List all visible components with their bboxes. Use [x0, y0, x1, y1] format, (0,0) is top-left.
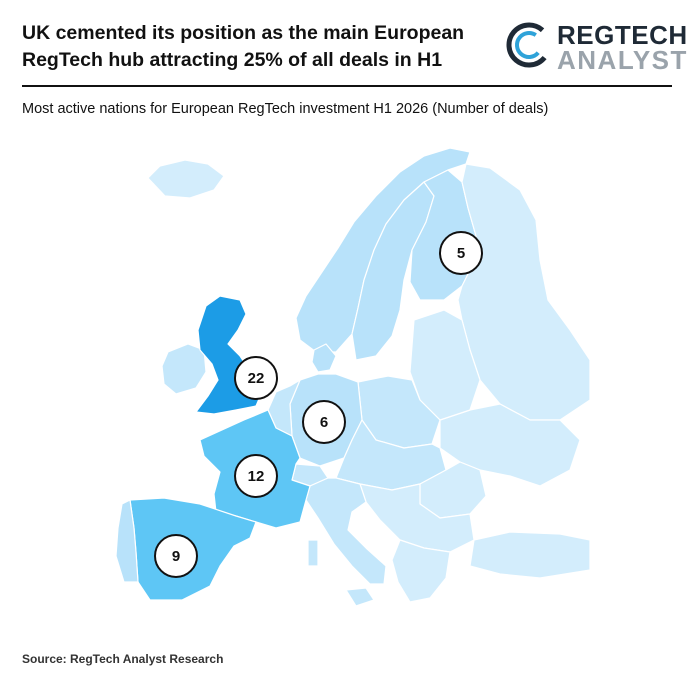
deals-label-spain: 9 [172, 548, 180, 565]
bubble-united-kingdom: 22 [234, 356, 278, 400]
headline: UK cemented its position as the main Eur… [22, 20, 502, 74]
headline-line-1: UK cemented its position as the main Eur… [22, 22, 465, 44]
headline-line-2: RegTech hub attracting 25% of all deals … [22, 49, 443, 71]
regtech-analyst-logo: REGTECH ANALYST [505, 18, 687, 75]
country-portugal [115, 499, 139, 583]
country-turkey [469, 531, 591, 579]
country-italy [305, 477, 387, 585]
header-divider [22, 85, 672, 87]
bubble-spain: 9 [154, 534, 198, 578]
deals-label-france: 12 [248, 468, 265, 485]
source-note: Source: RegTech Analyst Research [22, 652, 224, 666]
country-denmark [311, 343, 337, 373]
country-greece [391, 539, 451, 603]
country-baltics-belarus [409, 309, 481, 421]
map-subtitle: Most active nations for European RegTech… [22, 101, 549, 117]
bubble-germany: 6 [302, 400, 346, 444]
logo-word-regtech: REGTECH [557, 20, 688, 50]
logo-word-analyst: ANALYST [557, 45, 688, 75]
country-sardinia [307, 539, 319, 567]
bubble-finland: 5 [439, 231, 483, 275]
country-ireland [161, 343, 207, 395]
europe-map: 22 12 9 6 5 [115, 147, 591, 607]
country-sicily [345, 587, 375, 607]
c-ring-logo-icon [506, 22, 552, 68]
deals-label-finland: 5 [457, 245, 465, 262]
bubble-france: 12 [234, 454, 278, 498]
deals-label-united-kingdom: 22 [248, 370, 265, 387]
country-iceland [147, 159, 225, 199]
deals-label-germany: 6 [320, 414, 328, 431]
